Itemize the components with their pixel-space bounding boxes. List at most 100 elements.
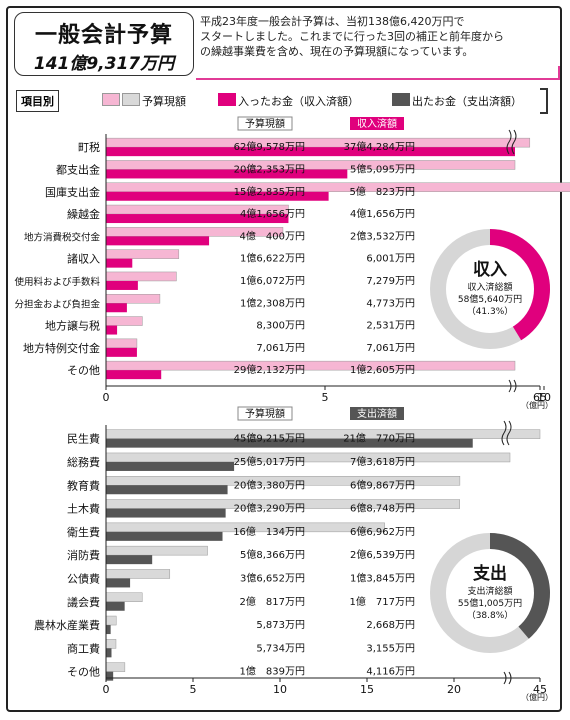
header-budget-label: 予算現額 xyxy=(245,117,285,130)
budget-value-label: 16億 134万円 xyxy=(233,525,305,538)
actual-value-label: 7,279万円 xyxy=(366,276,415,287)
category-label: 公債費 xyxy=(67,571,100,585)
category-label: その他 xyxy=(67,666,100,679)
actual-value-label: 6,001万円 xyxy=(366,254,415,265)
x-tick-label: 5 xyxy=(190,683,197,696)
axis-break-mark xyxy=(506,420,512,446)
x-tick-label: 5 xyxy=(322,391,329,404)
actual-value-label: 21億 770万円 xyxy=(343,432,415,445)
donut-title: 収入 xyxy=(473,260,507,280)
title-box: 一般会計予算 141億9,317万円 xyxy=(14,12,194,76)
budget-value-label: 8,300万円 xyxy=(256,321,305,332)
actual-value-label: 5億5,095万円 xyxy=(350,162,415,175)
actual-bar xyxy=(106,236,210,246)
legend-expense: 出たお金（支出済額） xyxy=(392,93,522,109)
actual-value-label: 37億4,284万円 xyxy=(344,140,415,153)
category-label: 分担金および負担金 xyxy=(14,298,100,310)
budget-bar xyxy=(105,615,117,626)
actual-value-label: 1億 717万円 xyxy=(350,595,415,608)
actual-bar xyxy=(106,555,153,565)
header-actual-box xyxy=(350,117,404,130)
budget-bar xyxy=(105,360,516,371)
category-label: 都支出金 xyxy=(56,162,100,176)
legend: 項目別 予算現額 入ったお金（収入済額） 出たお金（支出済額） xyxy=(12,88,552,114)
budget-bar xyxy=(105,592,143,602)
budget-value-label: 25億5,017万円 xyxy=(234,455,305,468)
intro-line: スタートしました。これまでに行った3回の補正と前年度から xyxy=(200,30,504,43)
actual-value-label: 1億2,605万円 xyxy=(350,363,415,376)
actual-value-label: 6億8,748万円 xyxy=(350,502,415,515)
axis-break-mark xyxy=(506,129,512,155)
budget-bar xyxy=(105,452,511,463)
actual-value-label: 4,116万円 xyxy=(366,667,415,678)
x-unit-label: （億円） xyxy=(521,692,553,702)
actual-bar xyxy=(106,147,515,157)
x-tick-label: 15 xyxy=(360,683,374,696)
intro-text: 平成23年度一般会計予算は、当初138億6,420万円で スタートしました。これ… xyxy=(200,14,540,59)
intro-bracket xyxy=(196,66,560,80)
donut-hole xyxy=(446,245,534,333)
budget-value-label: 5,873万円 xyxy=(256,620,305,631)
budget-value-label: 20億3,290万円 xyxy=(234,502,305,515)
category-label: 農林水産業費 xyxy=(34,618,100,632)
budget-value-label: 4億 400万円 xyxy=(240,229,305,242)
category-label: 民生費 xyxy=(67,432,100,446)
category-label: 国庫支出金 xyxy=(45,185,100,199)
budget-value-label: 62億9,578万円 xyxy=(234,140,305,153)
actual-bar xyxy=(106,347,137,357)
header-budget-box xyxy=(237,406,293,421)
axis-break-mark xyxy=(501,420,507,446)
x-tick-label: 45 xyxy=(533,683,547,696)
budget-value-label: 1億2,308万円 xyxy=(240,296,305,309)
budget-value-label: 1億 839万円 xyxy=(240,665,305,678)
donut-amount: 55億1,005万円 xyxy=(458,597,522,609)
actual-value-label: 7億3,618万円 xyxy=(350,455,415,468)
budget-bar xyxy=(105,160,516,170)
legend-bracket xyxy=(540,88,548,114)
donut-title: 支出 xyxy=(473,563,507,584)
category-label: 総務費 xyxy=(67,455,100,469)
actual-bar xyxy=(106,325,118,335)
actual-bar xyxy=(106,461,235,471)
actual-bar xyxy=(106,280,138,290)
donut-sub-label: 収入済総額 xyxy=(467,281,512,293)
axis-break-mark xyxy=(513,379,517,393)
actual-value-label: 2,531万円 xyxy=(366,321,415,332)
x-tick-label: 0 xyxy=(103,391,110,404)
category-label: 繰越金 xyxy=(67,207,100,221)
header-actual-label: 収入済額 xyxy=(357,117,397,130)
legend-revenue: 入ったお金（収入済額） xyxy=(218,93,359,109)
budget-bar xyxy=(105,294,161,304)
x-tick-label: 10 xyxy=(273,683,287,696)
legend-budget-label: 予算現額 xyxy=(142,95,186,108)
axis-break-mark xyxy=(511,129,517,155)
actual-bar xyxy=(106,370,162,380)
header-budget-box xyxy=(237,116,293,131)
budget-value-label: 20億2,353万円 xyxy=(234,162,305,175)
actual-value-label: 2,668万円 xyxy=(366,620,415,631)
header-actual-label: 支出済額 xyxy=(357,407,397,420)
category-label: その他 xyxy=(67,364,100,377)
legend-swatch-budget-expense xyxy=(122,93,140,106)
actual-bar xyxy=(106,169,348,179)
x-tick-label: 65 xyxy=(533,391,547,404)
x-tick-label: 10 xyxy=(537,391,551,404)
actual-bar xyxy=(106,303,127,313)
category-label: 商工費 xyxy=(67,641,100,655)
category-label: 議会費 xyxy=(67,595,100,609)
actual-value-label: 4,773万円 xyxy=(366,298,415,309)
actual-value-label: 2億6,539万円 xyxy=(350,548,415,561)
budget-bar xyxy=(105,338,138,349)
actual-value-label: 4億1,656万円 xyxy=(350,207,415,220)
budget-value-label: 29億2,132万円 xyxy=(234,363,305,376)
donut-sub-label: 支出済総額 xyxy=(467,585,512,597)
actual-bar xyxy=(106,508,226,518)
budget-value-label: 5,734万円 xyxy=(256,643,305,654)
actual-value-label: 6億9,867万円 xyxy=(350,478,415,491)
budget-bar xyxy=(105,249,180,259)
budget-bar xyxy=(105,569,171,579)
legend-swatch-budget-revenue xyxy=(102,93,120,106)
x-unit-label: （億円） xyxy=(521,400,553,410)
category-label: 町税 xyxy=(78,140,100,154)
